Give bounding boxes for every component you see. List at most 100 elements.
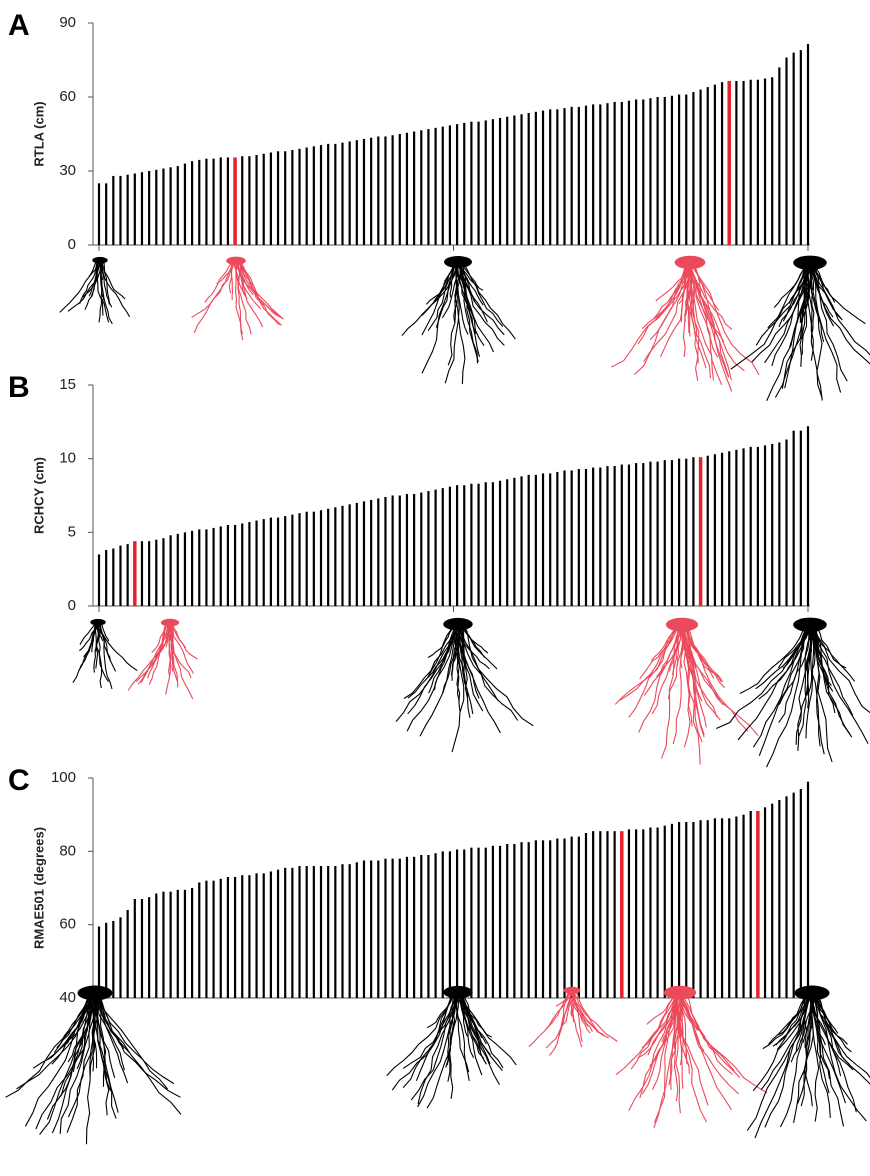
bar	[527, 113, 530, 246]
root-strand	[407, 619, 458, 699]
bar	[384, 136, 387, 245]
bar	[341, 505, 344, 606]
bar	[312, 146, 315, 245]
root-strand	[417, 987, 460, 1108]
bar	[720, 82, 724, 245]
bar	[119, 545, 122, 606]
bar	[276, 517, 280, 606]
root-strand	[451, 619, 465, 753]
bar	[549, 473, 552, 606]
bar	[348, 864, 351, 998]
bar	[427, 129, 430, 245]
root-strand	[637, 987, 683, 1059]
bar	[384, 858, 387, 998]
y-tick-label: 90	[59, 14, 76, 31]
bar	[427, 855, 430, 998]
root-image	[72, 618, 138, 690]
root-strand	[395, 619, 459, 722]
bar	[556, 109, 559, 245]
bar	[685, 458, 688, 606]
bar	[169, 167, 172, 245]
root-crown	[160, 618, 180, 627]
bar	[370, 860, 373, 998]
root-strand	[459, 257, 504, 327]
bar	[105, 550, 108, 606]
bar	[649, 827, 652, 998]
bar	[463, 485, 466, 606]
bar	[806, 781, 810, 998]
root-crown	[665, 617, 699, 632]
bar	[370, 137, 373, 245]
bar	[233, 877, 237, 998]
root-image	[528, 986, 618, 1056]
bar	[191, 530, 194, 606]
root-strand	[798, 619, 814, 737]
bar	[291, 514, 294, 606]
bar	[778, 800, 781, 998]
root-strand	[238, 257, 284, 320]
bar	[627, 100, 631, 245]
bar	[656, 461, 659, 606]
bar	[455, 124, 459, 245]
root-strand	[615, 987, 680, 1076]
bar	[212, 527, 215, 606]
bar	[792, 52, 795, 245]
root-strand	[678, 987, 709, 1106]
bar	[262, 519, 265, 606]
bar	[484, 482, 487, 606]
root-strand	[91, 620, 96, 653]
panel-label: A	[8, 9, 30, 42]
bar	[205, 880, 208, 998]
bar	[148, 171, 151, 245]
bar	[484, 847, 487, 998]
bar	[663, 825, 666, 998]
bar	[284, 151, 287, 245]
root-image	[127, 618, 198, 700]
bar	[735, 449, 738, 606]
bar	[327, 508, 330, 606]
bar	[148, 541, 151, 606]
root-crown	[674, 255, 706, 269]
root-strand	[446, 987, 458, 1066]
bar	[649, 461, 652, 606]
bar	[606, 103, 609, 246]
bar	[255, 520, 258, 606]
bar	[627, 829, 631, 998]
root-strand	[653, 257, 692, 320]
root-strand	[809, 257, 848, 382]
bar	[498, 845, 502, 998]
bar	[305, 866, 308, 998]
bar	[799, 789, 802, 998]
bar	[327, 866, 330, 998]
bar	[463, 122, 466, 245]
bar	[226, 877, 230, 998]
root-strand	[810, 257, 815, 337]
root-strand	[811, 619, 851, 735]
root-strand	[460, 257, 488, 323]
bar	[713, 84, 716, 246]
root-strand	[686, 257, 725, 343]
root-strand	[691, 257, 733, 392]
bar	[577, 836, 580, 998]
panel-label: B	[8, 371, 30, 404]
bar	[398, 858, 401, 998]
bar	[506, 479, 509, 606]
bar	[119, 175, 122, 245]
bar	[148, 897, 151, 998]
root-strand	[459, 257, 495, 353]
bar	[713, 454, 716, 606]
bar	[319, 866, 323, 998]
bar	[563, 838, 566, 998]
bar	[599, 467, 602, 606]
bar	[635, 829, 638, 998]
root-strand	[127, 619, 170, 691]
bar	[205, 158, 208, 245]
bar	[520, 476, 523, 606]
bar	[262, 873, 265, 998]
root-strand	[781, 257, 814, 389]
root-strand	[681, 987, 768, 1094]
bar	[362, 860, 366, 998]
root-image	[614, 617, 759, 765]
bar	[778, 67, 781, 246]
